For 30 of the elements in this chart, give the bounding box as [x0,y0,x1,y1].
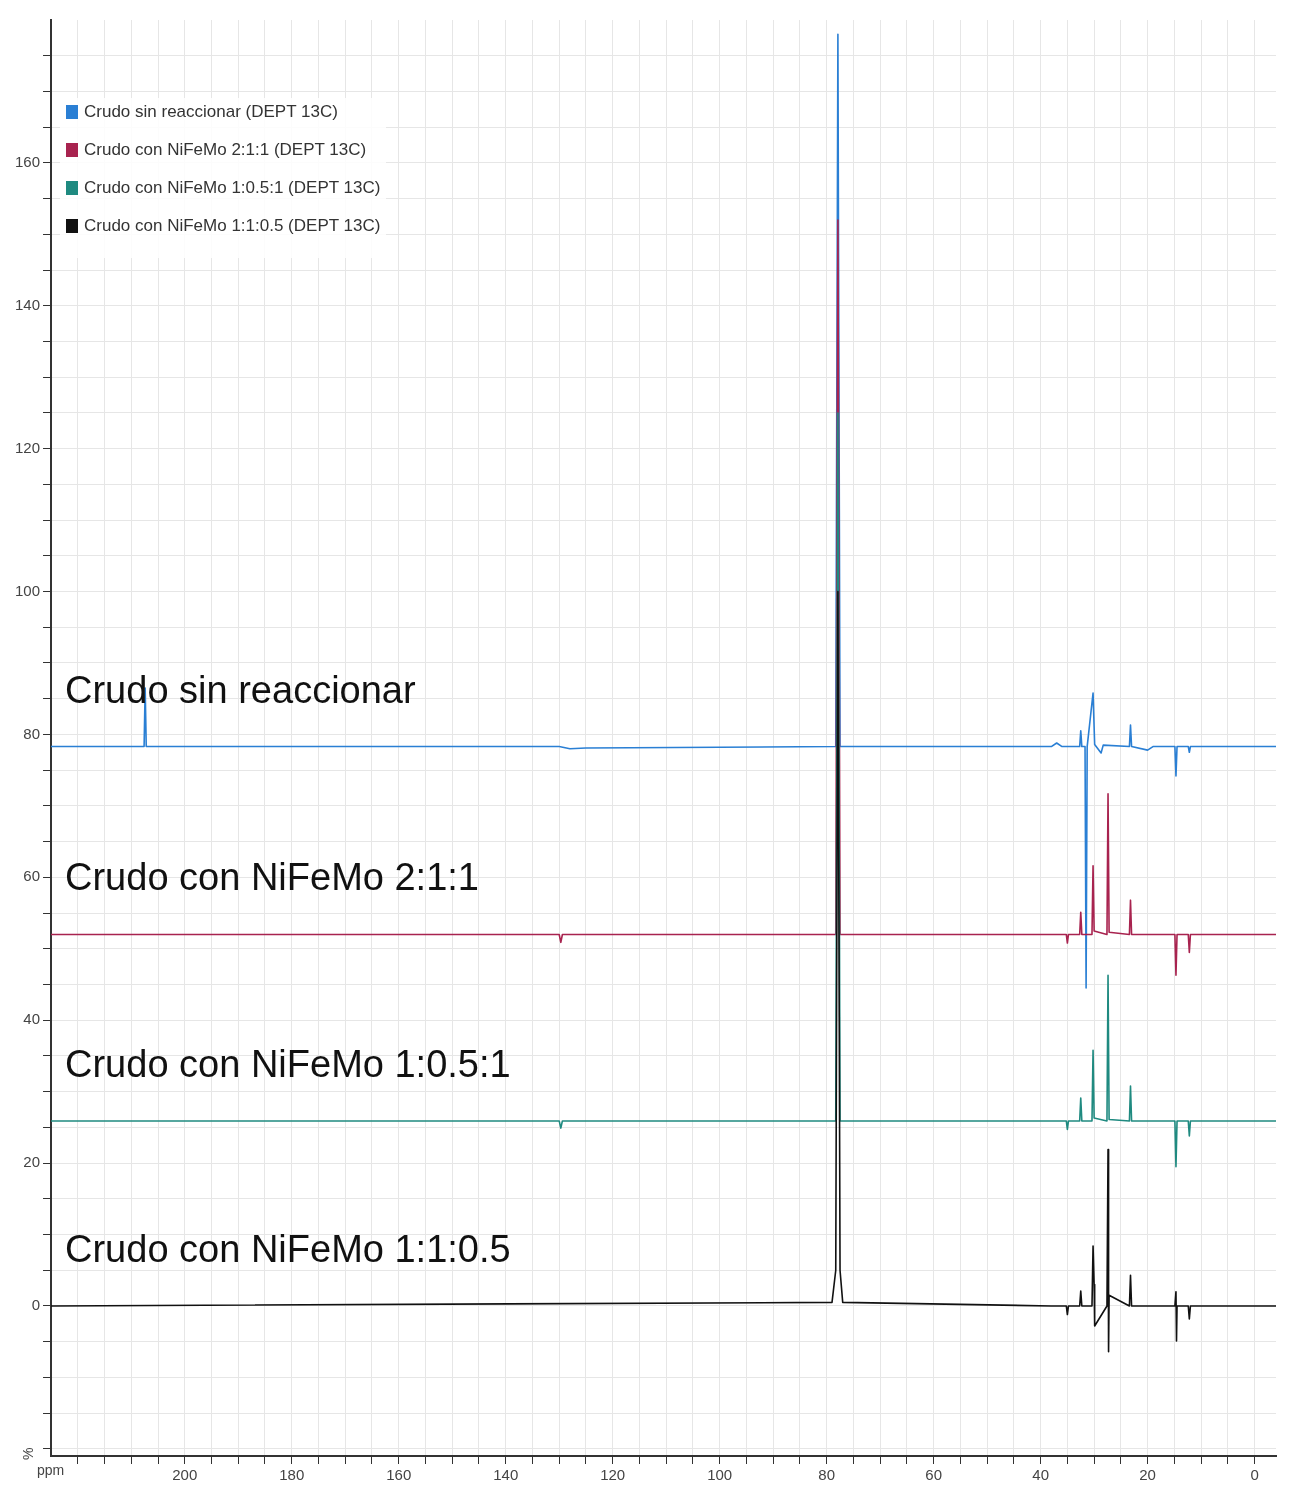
x-tick-label: 80 [818,1466,836,1484]
x-tick-label: 60 [925,1466,942,1484]
x-tick-label: 180 [279,1466,305,1484]
x-tick-label: 20 [1139,1466,1156,1484]
legend-label: Crudo con NiFeMo 2:1:1 (DEPT 13C) [84,140,367,160]
legend-label: Crudo con NiFeMo 1:0.5:1 (DEPT 13C) [84,178,381,198]
y-tick-label: 160 [15,153,41,171]
annotation: Crudo con NiFeMo 2:1:1 [65,856,480,899]
y-tick-label: 20 [23,1153,41,1171]
x-axis-title: ppm [37,1461,65,1478]
x-tick-label: 100 [707,1466,733,1484]
y-tick-label: 140 [15,295,41,313]
x-tick-label: 200 [172,1466,198,1484]
legend-label: Crudo sin reaccionar (DEPT 13C) [84,102,338,122]
x-tick-label: 40 [1032,1466,1049,1484]
x-tick-label: 160 [386,1466,412,1484]
annotation: Crudo sin reaccionar [65,668,416,711]
y-tick-label: 40 [23,1010,41,1028]
annotation: Crudo con NiFeMo 1:1:0.5 [65,1227,511,1270]
x-tick-label: 0 [1250,1466,1259,1484]
x-tick-label: 140 [493,1466,519,1484]
legend-label: Crudo con NiFeMo 1:1:0.5 (DEPT 13C) [84,216,381,236]
y-tick-label: 60 [23,867,41,885]
y-tick-label: 120 [15,438,41,456]
y-tick-label: 100 [15,581,41,599]
annotation: Crudo con NiFeMo 1:0.5:1 [65,1042,511,1085]
y-axis-title: % [19,1447,36,1460]
y-tick-label: 0 [31,1296,41,1314]
y-tick-label: 80 [23,724,41,742]
x-tick-label: 120 [600,1466,626,1484]
